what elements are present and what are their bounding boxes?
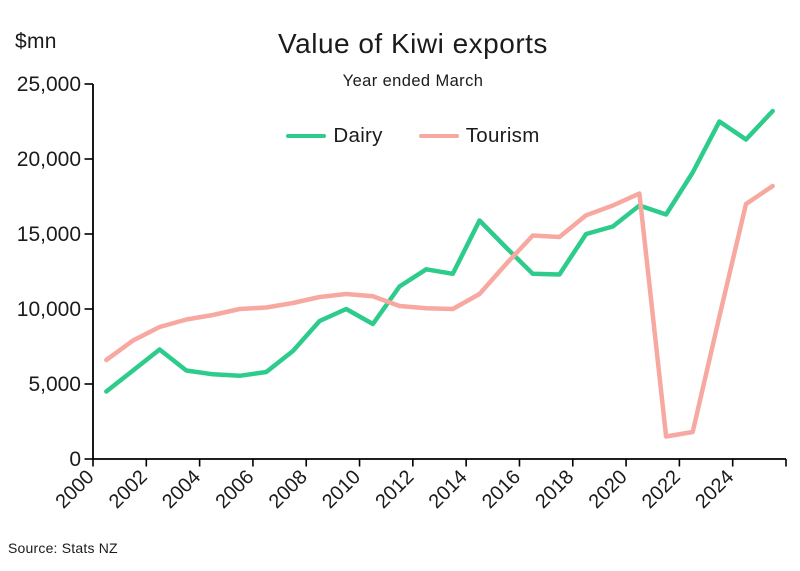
x-axis-tick-label: 2006 [211, 466, 258, 513]
dairy-line [104, 108, 775, 394]
legend-label-tourism: Tourism [465, 124, 540, 147]
x-axis-tick-label: 2024 [691, 466, 738, 513]
x-axis-tick-label: 2000 [52, 466, 99, 513]
y-axis-tick-label: 20,000 [17, 148, 81, 171]
x-axis-tick-label: 2022 [638, 466, 685, 513]
tourism-line [104, 183, 775, 439]
source-note: Source: Stats NZ [8, 540, 118, 556]
x-axis-tick-label: 2018 [531, 466, 578, 513]
dairy-line-swatch [286, 133, 327, 139]
legend-item-dairy: Dairy [286, 124, 382, 148]
y-axis-tick-label: 10,000 [17, 298, 81, 321]
x-axis-tick-label: 2020 [585, 466, 632, 513]
y-axis-tick-label: 5,000 [28, 373, 81, 396]
y-axis-units-label: $mn [15, 30, 57, 53]
y-axis-tick-label: 0 [69, 448, 81, 471]
chart-title: Value of Kiwi exports [278, 28, 548, 59]
tourism-line-swatch [418, 133, 459, 139]
y-axis-tick-label: 25,000 [17, 73, 81, 96]
x-axis-tick-label: 2014 [425, 466, 472, 513]
x-axis-tick-label: 2010 [318, 466, 365, 513]
chart-subtitle: Year ended March [342, 72, 484, 90]
x-axis-tick-label: 2002 [105, 466, 152, 513]
y-axis-tick-label: 15,000 [17, 223, 81, 246]
x-axis-tick-label: 2012 [371, 466, 418, 513]
legend-label-dairy: Dairy [333, 124, 383, 147]
x-axis-tick-label: 2004 [158, 466, 205, 513]
x-axis-tick-label: 2008 [265, 466, 312, 513]
x-axis-tick-label: 2016 [478, 466, 525, 513]
legend: Dairy Tourism [26, 124, 800, 148]
legend-item-tourism: Tourism [418, 124, 540, 148]
